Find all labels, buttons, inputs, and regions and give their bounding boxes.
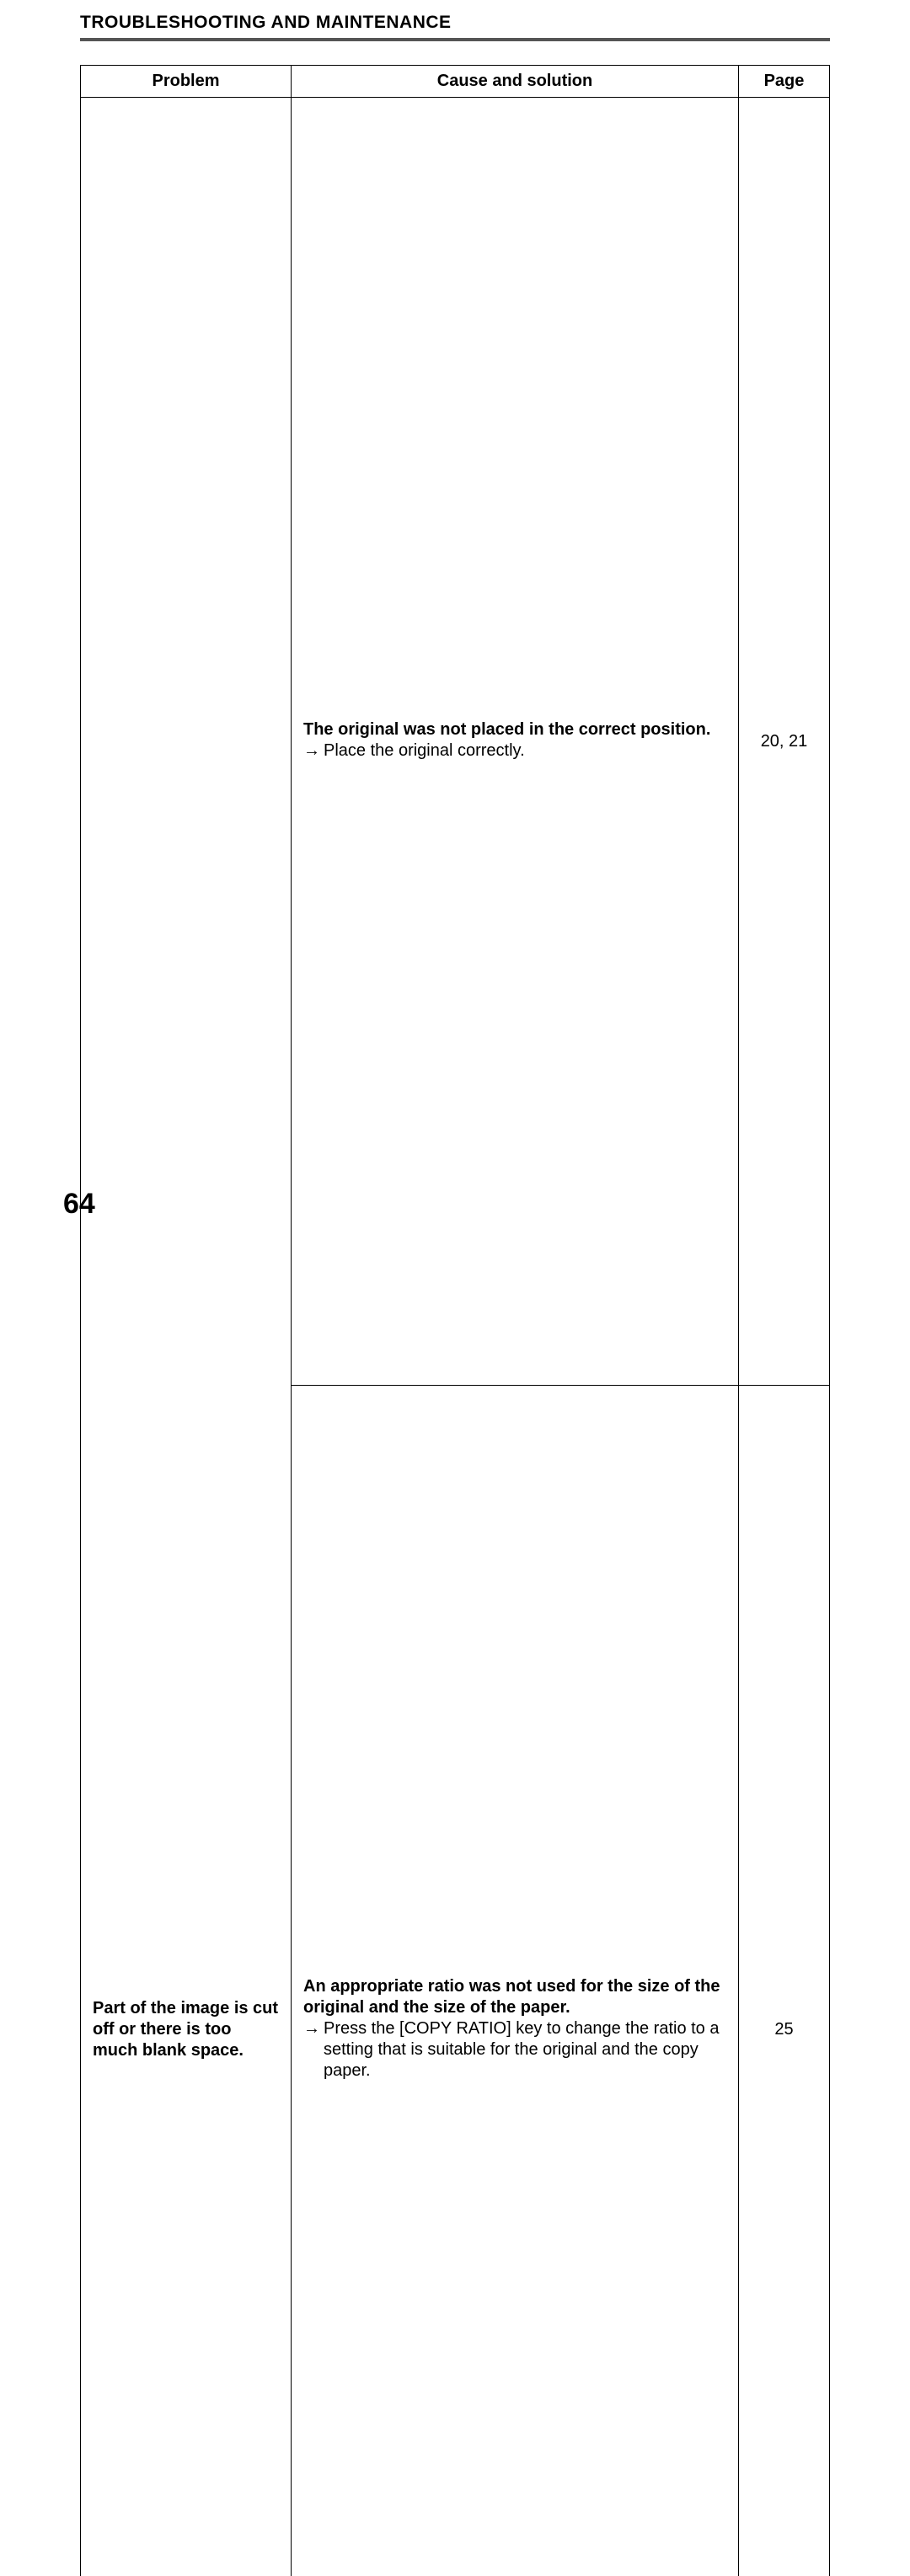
cause-solution: → Press the [COPY RATIO] key to change t… <box>303 2018 726 2082</box>
table-row: Part of the image is cut off or there is… <box>81 98 830 1386</box>
manual-page: TROUBLESHOOTING AND MAINTENANCE Problem … <box>0 0 910 1288</box>
title-rule <box>80 38 830 41</box>
cell-cause: The original was not placed in the corre… <box>292 98 739 1386</box>
cell-problem: Part of the image is cut off or there is… <box>81 98 292 2576</box>
section-title: TROUBLESHOOTING AND MAINTENANCE <box>80 13 830 35</box>
cause-solution: → Place the original correctly. <box>303 740 726 762</box>
arrow-icon: → <box>303 2018 324 2039</box>
header-page: Page <box>739 66 830 98</box>
header-cause: Cause and solution <box>292 66 739 98</box>
page-number: 64 <box>63 1188 95 1221</box>
arrow-icon: → <box>303 740 324 762</box>
troubleshooting-table: Problem Cause and solution Page Part of … <box>80 65 830 2576</box>
cell-page: 25 <box>739 1386 830 2576</box>
cell-cause: An appropriate ratio was not used for th… <box>292 1386 739 2576</box>
header-problem: Problem <box>81 66 292 98</box>
table-header-row: Problem Cause and solution Page <box>81 66 830 98</box>
cause-title: The original was not placed in the corre… <box>303 720 710 739</box>
cell-page: 20, 21 <box>739 98 830 1386</box>
cause-title: An appropriate ratio was not used for th… <box>303 1977 720 2017</box>
